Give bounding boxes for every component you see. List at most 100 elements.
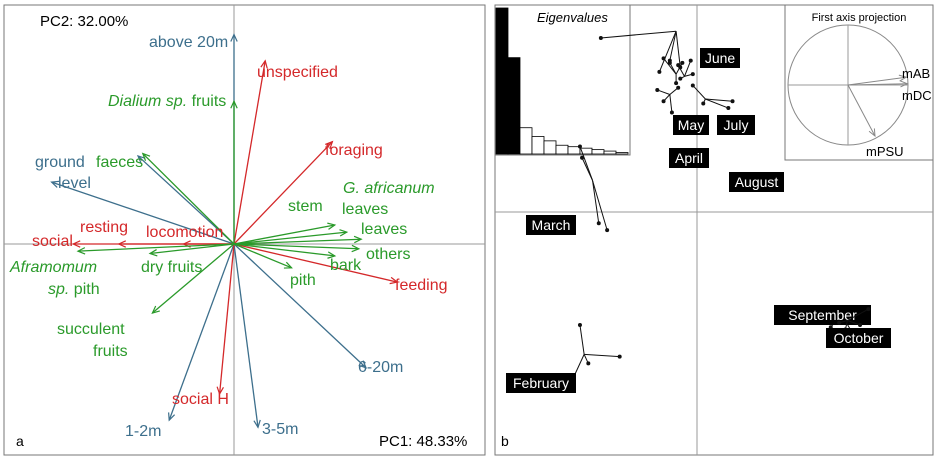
point-august-3 xyxy=(701,101,706,106)
point-july-2 xyxy=(678,76,683,81)
arrowhead-social xyxy=(71,240,81,248)
vector-stem xyxy=(233,222,337,245)
label-april: April xyxy=(675,150,703,166)
eigenvalue-bar-2 xyxy=(507,57,521,155)
point-march-1 xyxy=(580,155,585,160)
projection-line-mab xyxy=(847,76,907,86)
vector-pith xyxy=(233,243,293,269)
arrowhead-pith xyxy=(283,261,293,269)
vector-line-bark xyxy=(233,243,335,257)
label-march: March xyxy=(532,217,571,233)
pc1-label: PC1: 48.33% xyxy=(379,433,467,450)
vector-ground xyxy=(136,154,235,245)
point-april-1 xyxy=(661,99,666,104)
spoke-august-0 xyxy=(705,98,729,109)
label-august: August xyxy=(735,174,779,190)
spoke-february-2 xyxy=(584,353,620,358)
label-ground: ground xyxy=(35,154,85,171)
vector-line-succulent-fruits xyxy=(151,243,235,314)
panel-b-letter: b xyxy=(501,433,509,449)
label-feeding: feeding xyxy=(395,277,448,294)
spoke-march-2 xyxy=(592,180,608,231)
eigenvalue-bar-7 xyxy=(567,146,581,155)
label-june: June xyxy=(705,50,736,66)
label-foraging: foraging xyxy=(325,142,383,159)
group-march: March xyxy=(526,144,610,235)
arrowhead-ground xyxy=(136,154,146,164)
label-above-20m: above 20m xyxy=(149,34,228,51)
arrowhead-1-2m xyxy=(168,412,176,422)
vector-others xyxy=(233,243,361,253)
spoke-february-0 xyxy=(579,324,585,355)
panel-a: PC2: 32.00% PC1: 48.33% a above 20m groun… xyxy=(3,4,486,456)
label-stem: stem xyxy=(288,198,323,215)
spoke-june-3 xyxy=(675,31,681,68)
spoke-july-1 xyxy=(677,64,685,77)
vector-line-foraging xyxy=(233,141,333,245)
vector-3-5m xyxy=(233,243,261,429)
vector-level xyxy=(50,180,235,245)
projection-inset: First axis projection mAB mDC mPSU xyxy=(784,4,934,161)
spoke-may-1 xyxy=(669,62,677,75)
vector-feeding xyxy=(233,243,399,285)
eigenvalue-bar-11 xyxy=(615,152,629,155)
vector-line-stem xyxy=(233,224,335,245)
label-locomotion: locomotion xyxy=(146,224,223,241)
projection-label-mpsu: mPSU xyxy=(866,144,904,159)
label-box-august xyxy=(729,172,784,192)
pc2-label: PC2: 32.00% xyxy=(40,13,128,30)
label-october: October xyxy=(834,330,884,346)
spoke-august-2 xyxy=(692,85,706,100)
eigenvalues-inset: Eigenvalues xyxy=(494,4,631,156)
arrowhead-unspecified xyxy=(260,59,268,69)
point-october-3 xyxy=(858,323,863,327)
eigenvalue-bar-10 xyxy=(603,150,617,155)
vector-faeces xyxy=(141,152,235,245)
eigenvalue-bar-3 xyxy=(519,127,533,155)
spoke-october-3 xyxy=(847,320,861,326)
label-g-africanum-leaves: G. africanum leaves xyxy=(342,180,435,218)
vector-line-aframomum-sp-pith xyxy=(77,243,235,252)
label-box-february xyxy=(506,373,576,393)
vector-g-africanum-leaves xyxy=(233,229,349,245)
vector-line-feeding xyxy=(233,243,398,283)
group-august: August xyxy=(690,83,784,192)
point-april-3 xyxy=(676,85,681,90)
point-july-0 xyxy=(688,58,693,63)
projection-line-mpsu xyxy=(847,84,876,137)
biplot-labels: above 20m ground level 6-20m 1-2m 3-5m unspeci… xyxy=(9,34,448,440)
spoke-june-1 xyxy=(658,31,677,73)
vector-6-20m xyxy=(233,243,368,369)
vector-line-level xyxy=(51,181,235,245)
group-may: May xyxy=(661,56,709,135)
label-may: May xyxy=(678,117,704,133)
vector-line-1-2m xyxy=(168,243,235,421)
arrowhead-leaves xyxy=(353,235,363,244)
eigenvalue-bar-5 xyxy=(543,140,557,155)
spoke-march-3 xyxy=(592,180,600,224)
projection-line-mdc xyxy=(847,83,908,86)
spoke-may-0 xyxy=(663,58,677,75)
label-dialium-sp-fruits: Dialium sp. fruits xyxy=(108,93,226,110)
vector-leaves xyxy=(233,235,363,245)
spoke-june-0 xyxy=(600,30,677,39)
vector-1-2m xyxy=(168,243,235,422)
vector-aframomum-sp-pith xyxy=(76,243,235,255)
label-july: July xyxy=(724,117,749,133)
label-resting: resting xyxy=(80,219,128,236)
spoke-april-2 xyxy=(669,94,673,113)
point-october-2 xyxy=(837,320,842,325)
point-february-2 xyxy=(617,354,622,359)
point-april-2 xyxy=(669,110,674,115)
label-box-april xyxy=(669,148,709,168)
label-1-2m: 1-2m xyxy=(125,423,161,440)
label-box-september xyxy=(774,305,871,325)
projection-label-mdc: mDC xyxy=(902,88,932,103)
biplot-vectors xyxy=(50,33,399,429)
eigenvalue-bar-1 xyxy=(495,7,509,155)
group-october: October xyxy=(826,307,891,348)
label-faeces: faeces xyxy=(96,154,143,171)
point-july-3 xyxy=(690,72,695,77)
month-groups: June May July April August March February Septe… xyxy=(506,30,891,393)
arrowhead-social-h xyxy=(216,386,224,396)
